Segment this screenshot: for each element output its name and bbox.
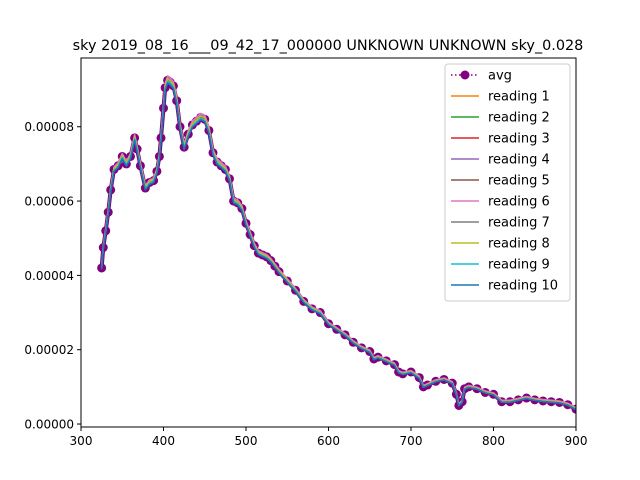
legend-label: avg — [488, 69, 512, 84]
legend-item: reading 5 — [451, 174, 550, 189]
legend-label: reading 8 — [488, 237, 550, 252]
legend-label: reading 3 — [488, 132, 550, 147]
x-tick-label: 300 — [70, 434, 93, 448]
legend-label: reading 1 — [488, 90, 550, 105]
y-tick-label: 0.00002 — [24, 343, 74, 357]
y-axis: 0.00000 0.00002 0.00004 0.00006 0.00008 — [24, 120, 81, 432]
legend-item: reading 4 — [451, 153, 550, 168]
x-tick-label: 600 — [317, 434, 340, 448]
legend-label: reading 7 — [488, 216, 550, 231]
x-axis: 300 400 500 600 700 800 900 — [70, 427, 588, 448]
legend-item: avg — [451, 69, 512, 84]
legend-item: reading 1 — [451, 90, 550, 105]
legend-label: reading 10 — [488, 279, 558, 294]
legend-label: reading 6 — [488, 195, 550, 210]
y-tick-label: 0.00004 — [24, 269, 74, 283]
series-line-reading-10 — [100, 82, 576, 411]
legend-item: reading 2 — [451, 111, 550, 126]
y-tick-label: 0.00008 — [24, 120, 74, 134]
legend-item: reading 10 — [451, 279, 558, 294]
x-tick-label: 400 — [152, 434, 175, 448]
legend-label: reading 9 — [488, 258, 550, 273]
legend-box — [444, 63, 571, 302]
legend-label: reading 4 — [488, 153, 550, 168]
legend-item: reading 3 — [451, 132, 550, 147]
x-tick-label: 800 — [482, 434, 505, 448]
legend-item: reading 6 — [451, 195, 550, 210]
y-tick-label: 0.00000 — [24, 418, 74, 432]
legend-label: reading 2 — [488, 111, 550, 126]
legend-label: reading 5 — [488, 174, 550, 189]
legend-item: reading 8 — [451, 237, 550, 252]
legend-marker — [460, 70, 470, 80]
legend: avg reading 1 reading 2 reading 3 reading 4 r… — [444, 63, 571, 302]
x-tick-label: 500 — [235, 434, 258, 448]
legend-item: reading 7 — [451, 216, 550, 231]
x-tick-label: 700 — [400, 434, 423, 448]
y-tick-label: 0.00006 — [24, 195, 74, 209]
x-tick-label: 900 — [565, 434, 588, 448]
legend-item: reading 9 — [451, 258, 550, 273]
series-layer — [97, 75, 576, 414]
chart-title: sky 2019_08_16___09_42_17_000000 UNKNOWN… — [73, 38, 584, 54]
